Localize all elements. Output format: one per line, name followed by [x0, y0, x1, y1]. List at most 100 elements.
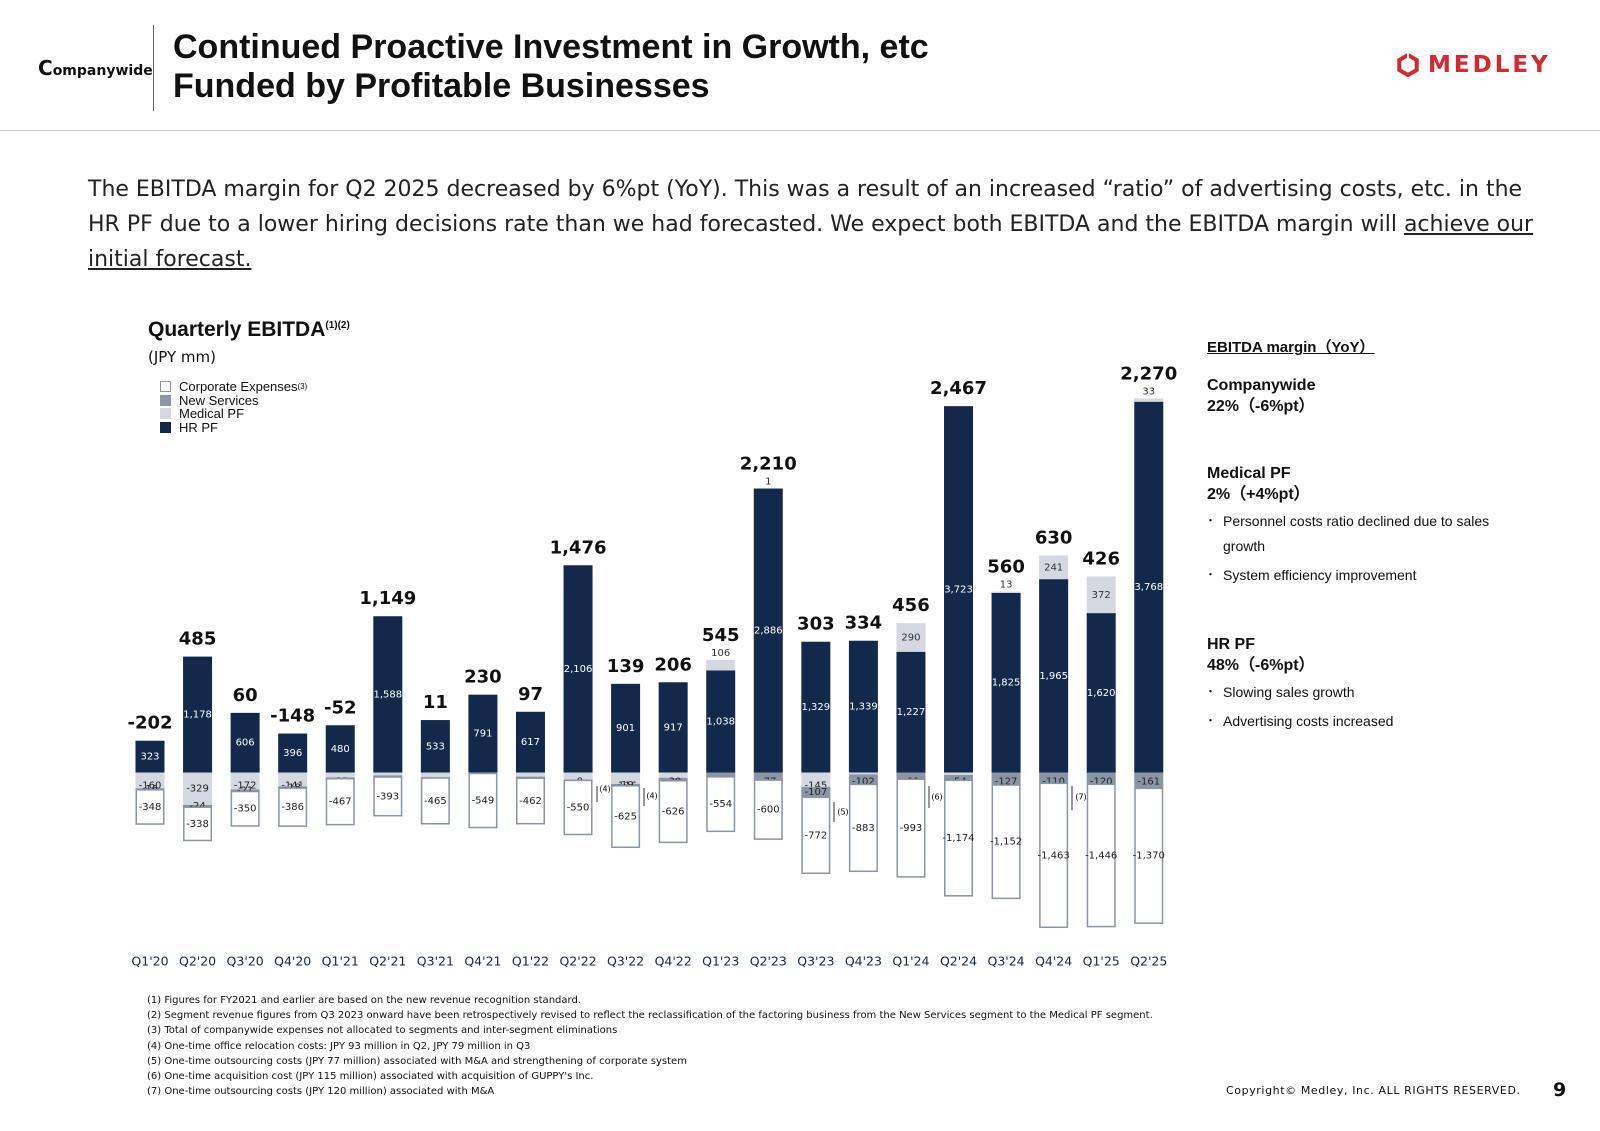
bar-segment: [1134, 398, 1164, 402]
page-number: 9: [1553, 1079, 1567, 1101]
data-label: 1,965: [1039, 671, 1068, 682]
data-label: -550: [567, 802, 590, 813]
data-label: -554: [709, 799, 732, 810]
divider: [153, 25, 154, 111]
data-label: 1,588: [373, 689, 402, 700]
total-label: 560: [987, 557, 1025, 578]
data-label: -386: [281, 802, 304, 813]
bullet: Slowing sales growth: [1205, 680, 1507, 705]
title-line: Continued Proactive Investment in Growth…: [173, 28, 929, 66]
data-label: 290: [901, 632, 920, 643]
total-label: 334: [845, 613, 883, 634]
data-label: 1,178: [183, 710, 212, 721]
data-label: 2,106: [564, 664, 593, 675]
legend-swatch: [160, 394, 171, 406]
bar-segment: [278, 787, 308, 827]
bar-segment: [944, 772, 974, 775]
bar-segment: [1039, 772, 1069, 784]
data-label: -102: [852, 777, 875, 788]
data-label: 372: [1092, 590, 1111, 601]
data-label: 1,825: [992, 678, 1021, 689]
margin-group: HR PF 48%（-6%pt） Slowing sales growth Adver…: [1205, 634, 1507, 734]
data-label: -141: [281, 781, 304, 792]
chart-title-note: (1)(2): [325, 320, 350, 331]
legend-label: HR PF: [179, 419, 218, 435]
bar-segment: [801, 641, 831, 773]
slide-title: Continued Proactive Investment in Growth…: [173, 28, 929, 106]
bar-segment: [611, 683, 641, 773]
bar-segment: [896, 651, 926, 773]
x-tick-label: Q1'25: [1083, 954, 1120, 969]
bar-segment: [706, 670, 736, 773]
total-label: 230: [464, 667, 502, 688]
bar-segment: [706, 776, 736, 833]
data-label: 3,768: [1134, 582, 1163, 593]
bar-segment: [1086, 613, 1116, 773]
data-label: -626: [662, 807, 685, 818]
bar-segment: [278, 733, 308, 773]
bar-segment: [135, 772, 165, 789]
data-label: 13: [1000, 580, 1013, 591]
bar-segment: [896, 623, 926, 652]
chart-title: Quarterly EBITDA(1)(2): [148, 318, 350, 342]
group-name: Companywide: [1207, 377, 1316, 394]
data-label: -110: [1042, 777, 1065, 788]
annotation: (4): [599, 785, 610, 794]
total-label: 1,149: [359, 588, 416, 609]
bar-segment: [991, 591, 1021, 593]
bar-segment: [373, 775, 403, 778]
chart-title-text: Quarterly EBITDA: [148, 318, 326, 341]
bar-segment: [801, 796, 831, 875]
data-label: -120: [1090, 777, 1113, 788]
legend-item: Medical PF: [160, 407, 307, 421]
summary-text: The EBITDA margin for Q2 2025 decreased …: [88, 177, 1523, 237]
total-label: -202: [127, 713, 172, 734]
legend-swatch: [160, 381, 171, 393]
data-label: 3,723: [944, 584, 973, 595]
bar-segment: [944, 406, 974, 773]
bar-segment: [658, 682, 688, 773]
margin-group: Companywide 22%（-6%pt）: [1207, 375, 1507, 417]
bar-segment: [278, 772, 308, 787]
data-label: -625: [614, 812, 637, 823]
x-tick-label: Q2'24: [940, 954, 977, 969]
bar-segment: [1039, 579, 1069, 773]
footnote: (4) One-time office relocation costs: JP…: [147, 1040, 531, 1052]
bullet: Advertising costs increased: [1205, 709, 1507, 734]
x-tick-label: Q2'20: [179, 954, 216, 969]
bar-segment: [848, 772, 878, 775]
x-tick-label: Q4'24: [1035, 954, 1072, 969]
data-label: -1,174: [942, 833, 974, 844]
data-label: -462: [519, 796, 542, 807]
bar-segment: [753, 772, 783, 781]
x-tick-label: Q2'21: [369, 954, 406, 969]
data-label: -161: [1137, 777, 1160, 788]
group-value: 2%（+4%pt）: [1207, 486, 1310, 503]
total-label: 2,467: [930, 378, 987, 399]
bar-segment: [1039, 555, 1069, 580]
bar-segment: [706, 659, 736, 671]
data-label: 1,227: [897, 707, 926, 718]
bar-segment: [706, 772, 736, 777]
footnote: (2) Segment revenue figures from Q3 2023…: [147, 1010, 1153, 1022]
total-label: 485: [179, 629, 217, 650]
bar-segment: [944, 774, 974, 781]
total-label: 2,270: [1120, 363, 1177, 384]
annotation: (6): [931, 793, 942, 802]
bar-segment: [420, 772, 450, 778]
data-label: -600: [757, 805, 780, 816]
data-label: 1: [765, 476, 771, 487]
logo-text: MEDLEY: [1428, 52, 1551, 78]
total-label: -52: [324, 697, 357, 718]
data-label: -145: [804, 781, 827, 792]
data-label: -467: [329, 797, 352, 808]
bar-segment: [801, 772, 831, 787]
x-tick-label: Q3'24: [988, 954, 1025, 969]
bar-segment: [325, 777, 355, 826]
bar-segment: [563, 565, 593, 773]
x-tick-label: Q2'22: [559, 954, 596, 969]
data-label: -350: [234, 804, 257, 815]
x-tick-label: Q3'23: [797, 954, 834, 969]
group-name: HR PF: [1207, 636, 1255, 653]
